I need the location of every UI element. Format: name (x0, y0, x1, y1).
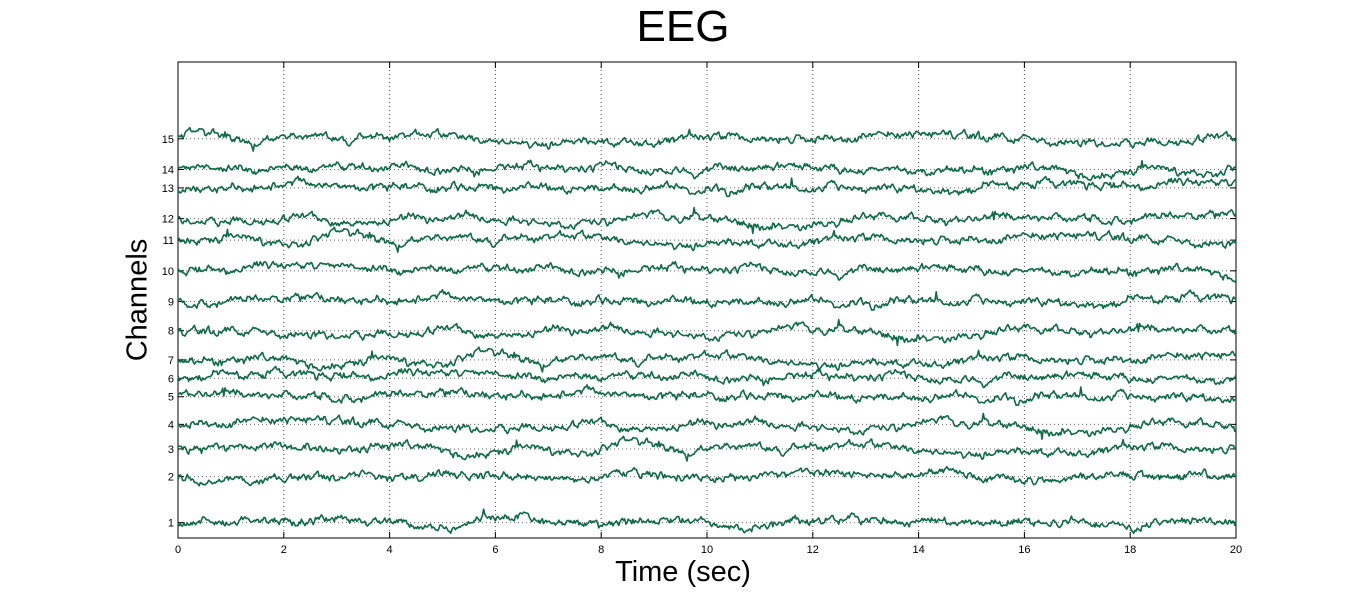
channel-trace-6 (177, 365, 1237, 389)
y-tick-label: 6 (168, 373, 174, 385)
chart-title: EEG (636, 2, 730, 51)
channel-trace-13 (177, 175, 1236, 198)
y-tick-label: 10 (162, 266, 174, 278)
y-tick-label: 11 (163, 235, 174, 247)
channel-trace-12 (177, 206, 1237, 235)
x-tick-label: 10 (701, 544, 713, 556)
channel-trace-3 (177, 435, 1237, 462)
y-tick-label: 12 (162, 214, 174, 226)
channel-trace-11 (177, 226, 1237, 253)
x-tick-label: 16 (1018, 544, 1030, 556)
channel-trace-2 (177, 465, 1237, 487)
channel-trace-8 (177, 318, 1237, 347)
y-tick-label: 1 (168, 518, 174, 530)
y-tick-label: 2 (168, 472, 174, 484)
channel-trace-10 (177, 260, 1237, 283)
y-tick-label: 14 (162, 164, 174, 176)
channel-trace-5 (177, 384, 1237, 407)
channel-trace-7 (177, 346, 1237, 373)
channel-trace-15 (177, 126, 1237, 152)
x-axis-label: Time (sec) (615, 556, 751, 588)
x-tick-label: 4 (387, 544, 393, 556)
x-tick-label: 12 (807, 544, 819, 556)
channel-trace-9 (177, 288, 1237, 311)
y-tick-label: 9 (168, 297, 174, 309)
x-tick-label: 0 (175, 544, 181, 556)
x-tick-label: 6 (492, 544, 498, 556)
y-tick-label: 5 (168, 392, 174, 404)
y-tick-label: 4 (168, 419, 174, 431)
channel-trace-1 (177, 508, 1237, 535)
x-tick-label: 20 (1230, 544, 1242, 556)
x-tick-label: 2 (281, 544, 287, 556)
channel-trace-14 (177, 159, 1237, 182)
y-tick-label: 15 (162, 134, 174, 146)
channel-trace-4 (177, 412, 1237, 440)
x-tick-label: 14 (912, 544, 924, 556)
y-tick-label: 8 (168, 326, 174, 338)
x-tick-label: 8 (598, 544, 604, 556)
y-tick-label: 7 (168, 355, 174, 367)
x-tick-label: 18 (1124, 544, 1136, 556)
y-tick-label: 3 (168, 444, 174, 456)
y-tick-label: 13 (162, 183, 174, 195)
